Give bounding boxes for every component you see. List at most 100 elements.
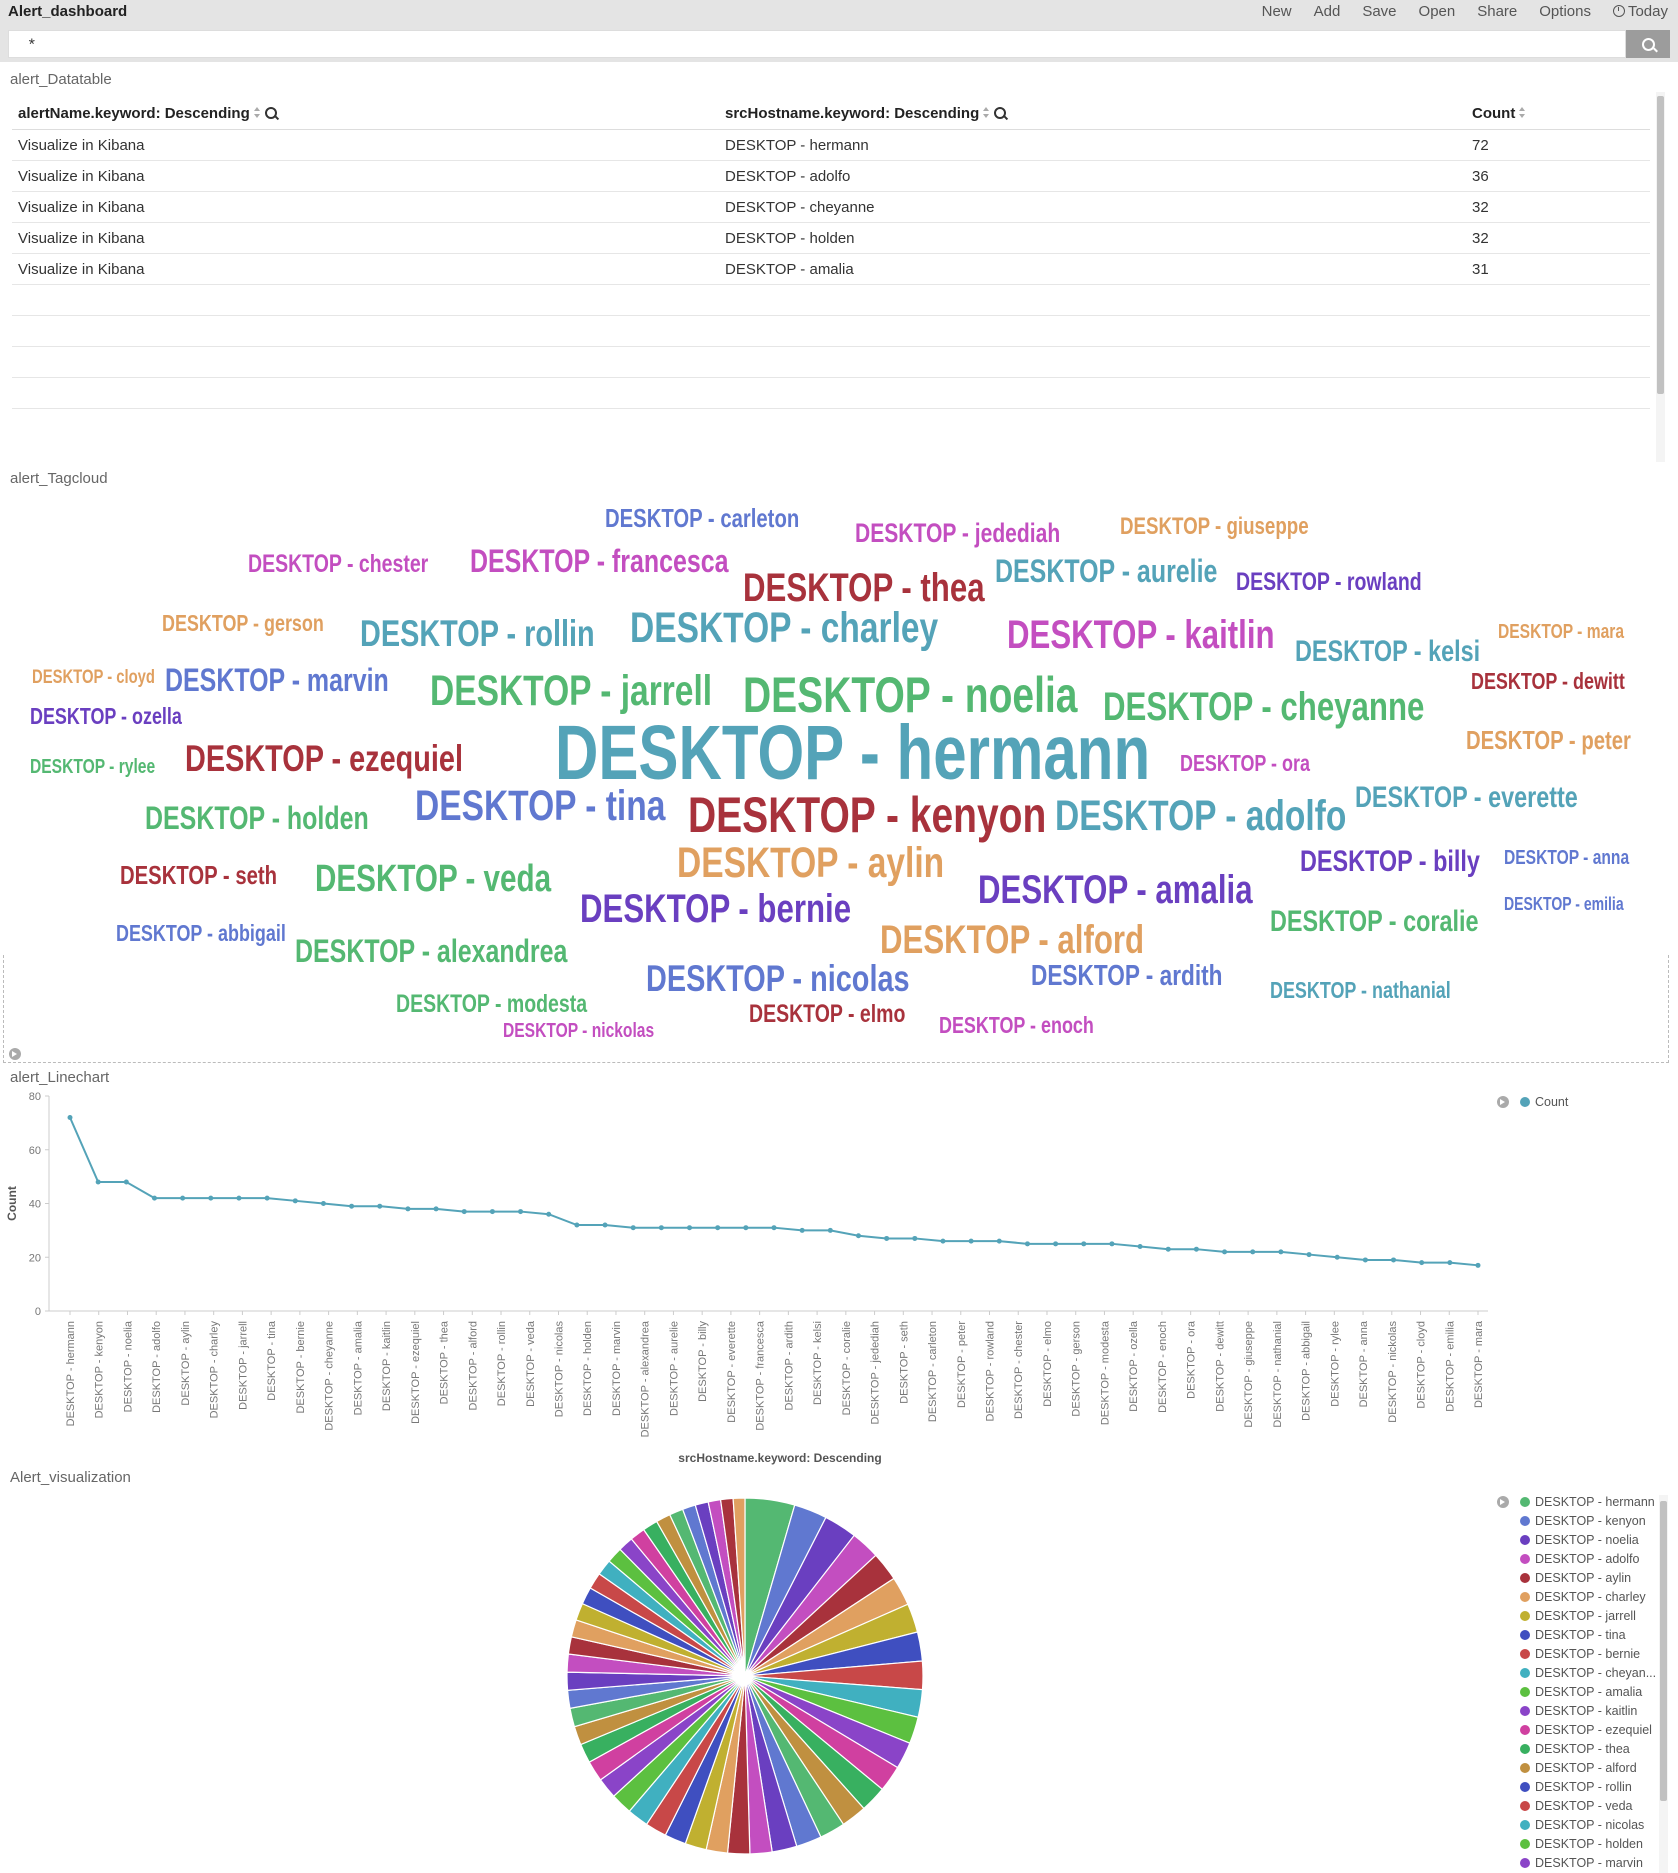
legend-item[interactable]: DESKTOP - nicolas bbox=[1520, 1818, 1644, 1832]
tag-ezequiel[interactable]: DESKTOP - ezequiel bbox=[185, 738, 463, 779]
tag-seth[interactable]: DESKTOP - seth bbox=[120, 860, 278, 890]
tag-nathanial[interactable]: DESKTOP - nathanial bbox=[1270, 977, 1451, 1003]
legend-item[interactable]: DESKTOP - rollin bbox=[1520, 1780, 1632, 1794]
table-scrollbar[interactable] bbox=[1656, 92, 1665, 462]
menu-add[interactable]: Add bbox=[1313, 3, 1341, 20]
tag-rylee[interactable]: DESKTOP - rylee bbox=[30, 756, 156, 778]
legend-item[interactable]: DESKTOP - veda bbox=[1520, 1799, 1633, 1813]
tag-carleton[interactable]: DESKTOP - carleton bbox=[605, 503, 800, 533]
tag-veda[interactable]: DESKTOP - veda bbox=[315, 858, 552, 900]
filter-search-icon[interactable] bbox=[994, 106, 1007, 119]
legend-item[interactable]: DESKTOP - kenyon bbox=[1520, 1514, 1646, 1528]
tag-nickolas[interactable]: DESKTOP - nickolas bbox=[503, 1020, 655, 1042]
legend-item[interactable]: DESKTOP - thea bbox=[1520, 1742, 1630, 1756]
tag-everette[interactable]: DESKTOP - everette bbox=[1355, 781, 1578, 814]
tag-ardith[interactable]: DESKTOP - ardith bbox=[1031, 960, 1223, 992]
menu-save[interactable]: Save bbox=[1362, 3, 1397, 20]
sort-icon[interactable] bbox=[1519, 106, 1526, 119]
tag-chester[interactable]: DESKTOP - chester bbox=[248, 550, 429, 578]
tag-abbigail[interactable]: DESKTOP - abbigail bbox=[116, 920, 286, 946]
table-cell[interactable]: DESKTOP - amalia bbox=[719, 253, 1466, 285]
tag-nicolas[interactable]: DESKTOP - nicolas bbox=[646, 958, 910, 999]
tag-kenyon[interactable]: DESKTOP - kenyon bbox=[688, 787, 1047, 843]
tag-holden[interactable]: DESKTOP - holden bbox=[145, 800, 369, 836]
legend-item[interactable]: DESKTOP - alford bbox=[1520, 1761, 1637, 1775]
table-cell[interactable]: Visualize in Kibana bbox=[12, 191, 719, 223]
tag-alexandrea[interactable]: DESKTOP - alexandrea bbox=[295, 933, 568, 969]
tag-marvin[interactable]: DESKTOP - marvin bbox=[165, 662, 389, 698]
legend-scrollbar[interactable] bbox=[1659, 1495, 1668, 1873]
legend-item[interactable]: DESKTOP - jarrell bbox=[1520, 1609, 1636, 1623]
tag-francesca[interactable]: DESKTOP - francesca bbox=[470, 543, 729, 579]
tag-kelsi[interactable]: DESKTOP - kelsi bbox=[1295, 635, 1481, 668]
table-cell[interactable]: DESKTOP - holden bbox=[719, 222, 1466, 254]
legend-toggle-icon[interactable] bbox=[1497, 1096, 1509, 1108]
tag-rowland[interactable]: DESKTOP - rowland bbox=[1236, 568, 1422, 596]
tag-aylin[interactable]: DESKTOP - aylin bbox=[677, 839, 945, 887]
tag-cloyd[interactable]: DESKTOP - cloyd bbox=[32, 667, 155, 688]
tag-aurelie[interactable]: DESKTOP - aurelie bbox=[995, 553, 1218, 589]
tag-amalia[interactable]: DESKTOP - amalia bbox=[978, 868, 1253, 912]
sort-icon[interactable] bbox=[983, 106, 990, 119]
tag-dewitt[interactable]: DESKTOP - dewitt bbox=[1471, 668, 1625, 694]
tag-modesta[interactable]: DESKTOP - modesta bbox=[396, 990, 588, 1018]
tag-bernie[interactable]: DESKTOP - bernie bbox=[580, 887, 852, 931]
table-cell[interactable]: Visualize in Kibana bbox=[12, 253, 719, 285]
tag-jedediah[interactable]: DESKTOP - jedediah bbox=[855, 518, 1061, 548]
legend-toggle-icon[interactable] bbox=[1497, 1496, 1509, 1508]
filter-search-icon[interactable] bbox=[264, 106, 277, 119]
panel-toggle-icon[interactable] bbox=[9, 1048, 21, 1060]
legend-item[interactable]: DESKTOP - cheyan... bbox=[1520, 1666, 1656, 1680]
table-cell[interactable]: Visualize in Kibana bbox=[12, 222, 719, 254]
legend-item[interactable]: DESKTOP - noelia bbox=[1520, 1533, 1639, 1547]
menu-open[interactable]: Open bbox=[1418, 3, 1456, 20]
tag-elmo[interactable]: DESKTOP - elmo bbox=[749, 1000, 906, 1028]
legend-item[interactable]: DESKTOP - adolfo bbox=[1520, 1552, 1639, 1566]
column-header-alertname[interactable]: alertName.keyword: Descending bbox=[12, 97, 719, 130]
tag-coralie[interactable]: DESKTOP - coralie bbox=[1270, 905, 1479, 938]
menu-new[interactable]: New bbox=[1261, 3, 1292, 20]
legend-item[interactable]: DESKTOP - marvin bbox=[1520, 1856, 1643, 1870]
tag-emilia[interactable]: DESKTOP - emilia bbox=[1504, 894, 1624, 914]
legend-item[interactable]: DESKTOP - aylin bbox=[1520, 1571, 1631, 1585]
tag-charley[interactable]: DESKTOP - charley bbox=[630, 604, 939, 652]
table-cell[interactable]: DESKTOP - adolfo bbox=[719, 160, 1466, 192]
tag-gerson[interactable]: DESKTOP - gerson bbox=[162, 610, 324, 636]
menu-share[interactable]: Share bbox=[1477, 3, 1518, 20]
column-header-count[interactable]: Count bbox=[1466, 97, 1650, 130]
search-input[interactable]: * bbox=[8, 30, 1626, 58]
tag-kaitlin[interactable]: DESKTOP - kaitlin bbox=[1007, 613, 1275, 657]
table-cell[interactable]: DESKTOP - cheyanne bbox=[719, 191, 1466, 223]
tag-alford[interactable]: DESKTOP - alford bbox=[880, 918, 1145, 962]
legend-item[interactable]: DESKTOP - kaitlin bbox=[1520, 1704, 1637, 1718]
sort-icon[interactable] bbox=[253, 106, 261, 119]
time-picker[interactable]: Today bbox=[1612, 3, 1668, 20]
scrollbar-thumb[interactable] bbox=[1660, 1501, 1667, 1801]
tag-anna[interactable]: DESKTOP - anna bbox=[1504, 847, 1630, 869]
legend-item[interactable]: DESKTOP - tina bbox=[1520, 1628, 1626, 1642]
column-header-srchostname[interactable]: srcHostname.keyword: Descending bbox=[719, 97, 1466, 130]
tag-thea[interactable]: DESKTOP - thea bbox=[743, 566, 985, 610]
tag-jarrell[interactable]: DESKTOP - jarrell bbox=[430, 667, 713, 715]
tag-billy[interactable]: DESKTOP - billy bbox=[1300, 845, 1480, 878]
tag-rollin[interactable]: DESKTOP - rollin bbox=[360, 613, 595, 654]
table-cell[interactable]: Visualize in Kibana bbox=[12, 160, 719, 192]
tag-hermann[interactable]: DESKTOP - hermann bbox=[555, 710, 1151, 796]
tag-peter[interactable]: DESKTOP - peter bbox=[1466, 725, 1631, 755]
scrollbar-thumb[interactable] bbox=[1657, 96, 1664, 394]
tag-enoch[interactable]: DESKTOP - enoch bbox=[939, 1012, 1094, 1038]
tag-giuseppe[interactable]: DESKTOP - giuseppe bbox=[1120, 513, 1309, 540]
tag-ora[interactable]: DESKTOP - ora bbox=[1180, 750, 1310, 776]
legend-item[interactable]: DESKTOP - bernie bbox=[1520, 1647, 1640, 1661]
legend-item[interactable]: DESKTOP - amalia bbox=[1520, 1685, 1642, 1699]
tag-noelia[interactable]: DESKTOP - noelia bbox=[743, 667, 1078, 723]
legend-item[interactable]: DESKTOP - ezequiel bbox=[1520, 1723, 1652, 1737]
tag-adolfo[interactable]: DESKTOP - adolfo bbox=[1055, 792, 1347, 840]
table-cell[interactable]: DESKTOP - hermann bbox=[719, 129, 1466, 161]
legend-item[interactable]: DESKTOP - hermann bbox=[1520, 1495, 1655, 1509]
menu-options[interactable]: Options bbox=[1539, 3, 1591, 20]
tag-ozella[interactable]: DESKTOP - ozella bbox=[30, 703, 182, 729]
search-button[interactable] bbox=[1626, 30, 1670, 58]
table-cell[interactable]: Visualize in Kibana bbox=[12, 129, 719, 161]
legend-item-count[interactable]: Count bbox=[1520, 1095, 1568, 1109]
